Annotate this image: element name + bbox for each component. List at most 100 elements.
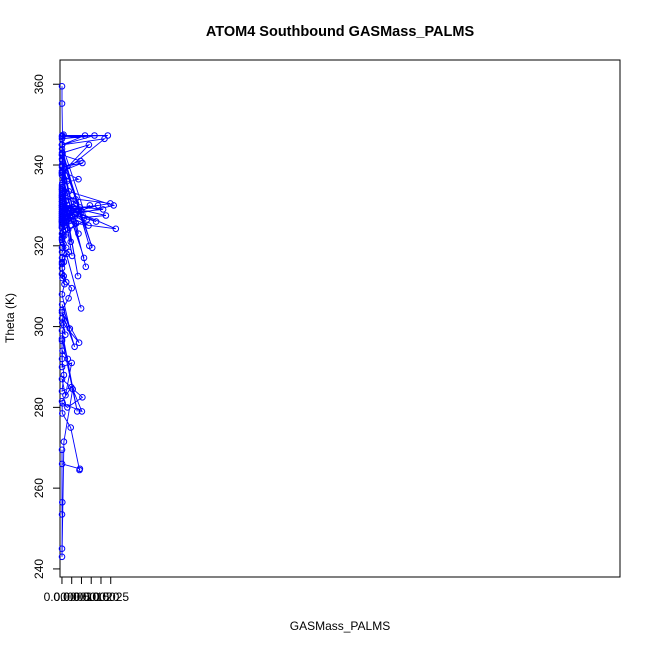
y-tick-label: 280: [32, 397, 46, 417]
data-point: [58, 222, 66, 229]
data-point: [85, 222, 92, 229]
data-point: [68, 252, 76, 260]
data-point: [58, 194, 66, 201]
data-point: [91, 132, 98, 139]
x-tick-label: 0.0015: [73, 590, 110, 604]
data-point: [62, 278, 70, 286]
data-point: [75, 230, 82, 237]
data-point: [58, 545, 66, 553]
data-point: [94, 202, 102, 209]
data-point: [72, 196, 79, 203]
data-point: [60, 258, 68, 266]
data-point: [62, 244, 70, 252]
data-point: [58, 301, 66, 308]
y-tick-label: 300: [32, 316, 46, 336]
data-point: [58, 309, 66, 316]
data-point: [58, 167, 66, 175]
data-point: [58, 460, 66, 468]
data-point: [64, 355, 72, 363]
data-point: [58, 270, 66, 278]
data-point: [58, 183, 66, 191]
data-point: [59, 254, 66, 262]
y-tick-label: 260: [32, 478, 46, 498]
x-tick-label: 0.0025: [92, 590, 129, 604]
y-axis-label: Theta (K): [3, 293, 17, 343]
data-point: [70, 218, 78, 225]
data-point: [58, 387, 66, 395]
data-point: [58, 337, 66, 345]
data-point: [58, 236, 66, 243]
data-point: [75, 339, 83, 347]
x-axis-label: GASMass_PALMS: [290, 619, 390, 633]
data-point: [99, 206, 107, 213]
x-tick-label: 0.0010: [63, 590, 100, 604]
data-point: [101, 135, 108, 143]
data-point: [68, 359, 75, 367]
data-point: [68, 206, 75, 213]
data-point: [77, 157, 84, 165]
data-point: [86, 242, 93, 250]
data-point: [58, 171, 66, 179]
x-tick-label: 0.0005: [53, 590, 90, 604]
data-point: [69, 385, 76, 393]
data-point: [59, 347, 66, 355]
data-point: [58, 204, 66, 211]
data-point: [58, 553, 66, 561]
data-point: [58, 291, 66, 298]
data-point: [65, 188, 73, 195]
data-point: [76, 465, 84, 473]
data-point: [64, 226, 72, 233]
plot-frame: [59, 59, 621, 578]
data-point: [59, 179, 66, 187]
data-point: [61, 280, 68, 288]
data-point: [73, 408, 81, 415]
data-point: [58, 151, 66, 159]
data-point: [58, 446, 66, 454]
data-point: [102, 212, 110, 219]
data-point: [79, 159, 86, 167]
series-0-path: [60, 86, 116, 557]
data-point: [75, 175, 82, 183]
x-tick-label: 0.0000: [44, 590, 81, 604]
x-tick-label: 0.0020: [83, 590, 120, 604]
data-point: [59, 208, 67, 215]
y-tick-label: 360: [32, 74, 46, 94]
data-point: [58, 511, 66, 518]
data-point: [58, 315, 66, 322]
y-tick-label: 320: [32, 235, 46, 255]
data-point: [58, 190, 66, 197]
y-axis: 240 260 280 300 320 340 360: [32, 74, 61, 579]
data-point: [76, 204, 84, 211]
data-point: [58, 220, 66, 227]
data-point: [85, 141, 93, 149]
data-point: [58, 258, 66, 266]
data-point: [60, 371, 68, 379]
data-point: [65, 295, 72, 302]
data-point: [62, 331, 69, 339]
y-tick-label: 340: [32, 155, 46, 175]
data-point: [58, 212, 66, 219]
data-point: [59, 499, 66, 506]
data-point: [83, 216, 91, 223]
data-point: [71, 212, 79, 219]
data-point: [82, 263, 90, 271]
data-point: [86, 202, 94, 209]
data-point: [66, 325, 74, 332]
data-point: [58, 260, 66, 268]
data-point: [58, 100, 66, 107]
series-line: [60, 86, 116, 557]
data-point: [59, 400, 67, 407]
data-point: [58, 244, 66, 252]
data-point: [59, 216, 66, 223]
data-point: [58, 327, 66, 334]
data-point: [71, 343, 78, 351]
data-point: [80, 254, 88, 262]
data-point: [58, 155, 66, 163]
data-point: [60, 272, 68, 280]
data-point: [72, 200, 80, 207]
data-point: [58, 363, 66, 371]
series-points: [58, 83, 120, 561]
data-point: [74, 272, 82, 280]
